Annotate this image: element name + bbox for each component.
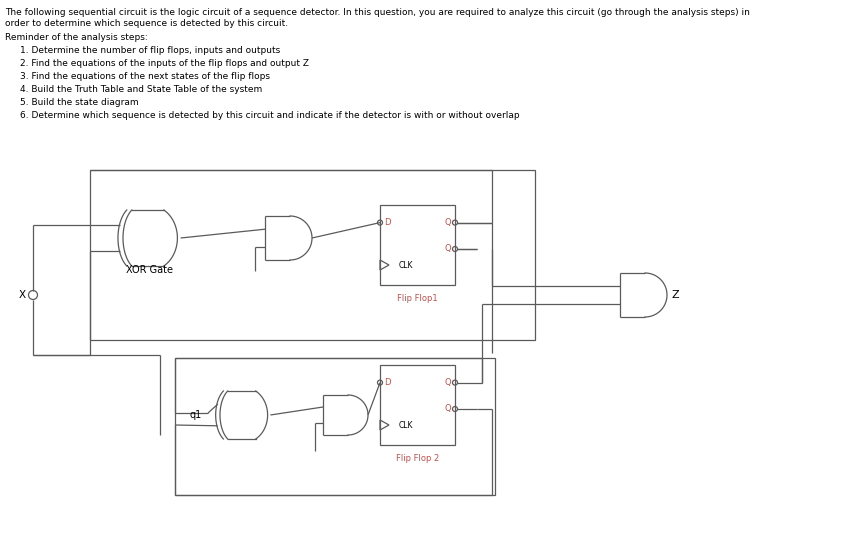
- Text: Q: Q: [444, 404, 451, 414]
- Text: D: D: [384, 378, 390, 387]
- Bar: [380, 205, 455, 285]
- Text: The following sequential circuit is the logic circuit of a sequence detector. In: The following sequential circuit is the …: [5, 8, 750, 17]
- Text: Flip Flop 2: Flip Flop 2: [396, 454, 439, 463]
- Text: 4. Build the Truth Table and State Table of the system: 4. Build the Truth Table and State Table…: [20, 85, 262, 94]
- Text: Z: Z: [672, 290, 680, 300]
- Text: Q: Q: [444, 245, 451, 253]
- Text: 2. Find the equations of the inputs of the flip flops and output Z: 2. Find the equations of the inputs of t…: [20, 59, 309, 68]
- Text: CLK: CLK: [399, 260, 413, 269]
- Bar: [380, 365, 455, 445]
- Text: Q: Q: [444, 378, 451, 387]
- Bar: [90, 170, 535, 340]
- Text: X: X: [19, 290, 25, 300]
- Bar: [175, 358, 495, 495]
- Text: D: D: [384, 218, 390, 227]
- Text: order to determine which sequence is detected by this circuit.: order to determine which sequence is det…: [5, 19, 288, 28]
- Text: Q: Q: [444, 218, 451, 227]
- Text: 3. Find the equations of the next states of the flip flops: 3. Find the equations of the next states…: [20, 72, 270, 81]
- Text: CLK: CLK: [399, 421, 413, 429]
- Text: q1: q1: [190, 410, 202, 420]
- Text: 5. Build the state diagram: 5. Build the state diagram: [20, 98, 139, 107]
- Text: Flip Flop1: Flip Flop1: [397, 294, 438, 303]
- Text: 1. Determine the number of flip flops, inputs and outputs: 1. Determine the number of flip flops, i…: [20, 46, 280, 55]
- Text: 6. Determine which sequence is detected by this circuit and indicate if the dete: 6. Determine which sequence is detected …: [20, 111, 520, 120]
- Text: XOR Gate: XOR Gate: [126, 265, 173, 275]
- Text: Reminder of the analysis steps:: Reminder of the analysis steps:: [5, 33, 148, 42]
